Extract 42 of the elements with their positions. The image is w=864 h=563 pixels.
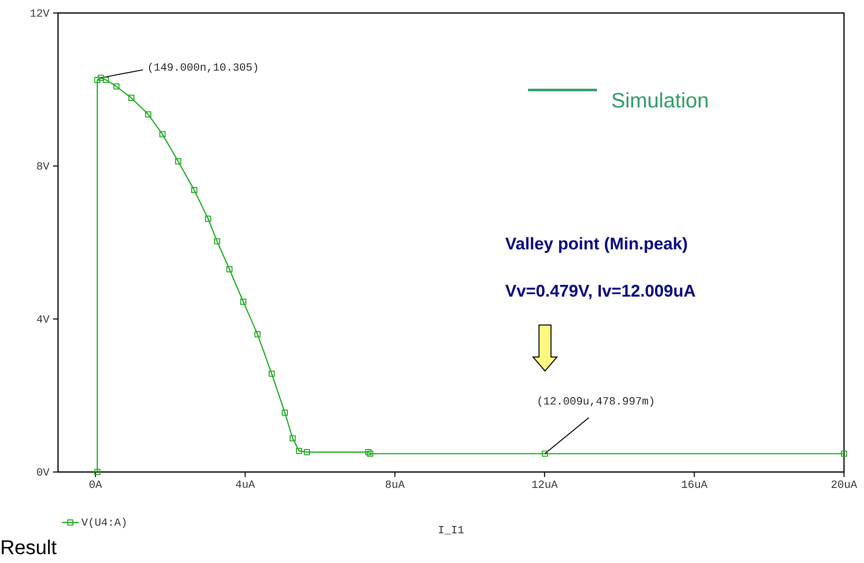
x-tick-label: 12uA	[532, 480, 558, 488]
legend-label: V(U4:A)	[81, 518, 126, 528]
point	[175, 158, 182, 164]
y-tick-label: 0V	[36, 468, 50, 476]
point	[240, 298, 246, 305]
point	[145, 111, 152, 118]
point	[102, 76, 110, 84]
x-tick-label: 0A	[90, 480, 102, 488]
annotation: Vv=0.479V, Iv=12.009uA	[505, 284, 696, 300]
point	[204, 216, 212, 222]
x-axis-title: I_I1	[438, 526, 464, 534]
point	[113, 83, 120, 90]
point	[214, 238, 220, 244]
x-tick-label: 16uA	[682, 480, 708, 488]
point	[98, 74, 104, 81]
point	[365, 448, 372, 456]
point	[304, 448, 310, 456]
point	[191, 186, 198, 194]
y-tick-label: 12V	[30, 9, 50, 17]
point	[268, 370, 275, 377]
x-tick-label: 8uA	[386, 480, 405, 488]
x-tick-label: 20uA	[832, 480, 858, 488]
point	[94, 76, 100, 84]
annotation: (12.009u,478.997m)	[538, 396, 654, 407]
point	[296, 448, 302, 454]
point	[367, 450, 374, 457]
annotation: Simulation	[612, 92, 708, 108]
point	[282, 410, 288, 416]
point	[254, 331, 261, 338]
point	[159, 131, 166, 138]
annotation: (149.000n,10.305)	[149, 62, 258, 73]
y-tick-label: 4V	[36, 315, 50, 323]
point	[128, 94, 134, 101]
point	[542, 450, 548, 457]
x-tick-label: 4uA	[236, 480, 255, 488]
point	[840, 450, 848, 457]
y-tick-label: 8V	[37, 162, 50, 170]
point	[290, 435, 296, 442]
annotation: Valley point (Min.peak)	[505, 237, 687, 253]
point	[94, 468, 100, 476]
point	[226, 266, 233, 272]
text: Result	[2, 540, 57, 554]
